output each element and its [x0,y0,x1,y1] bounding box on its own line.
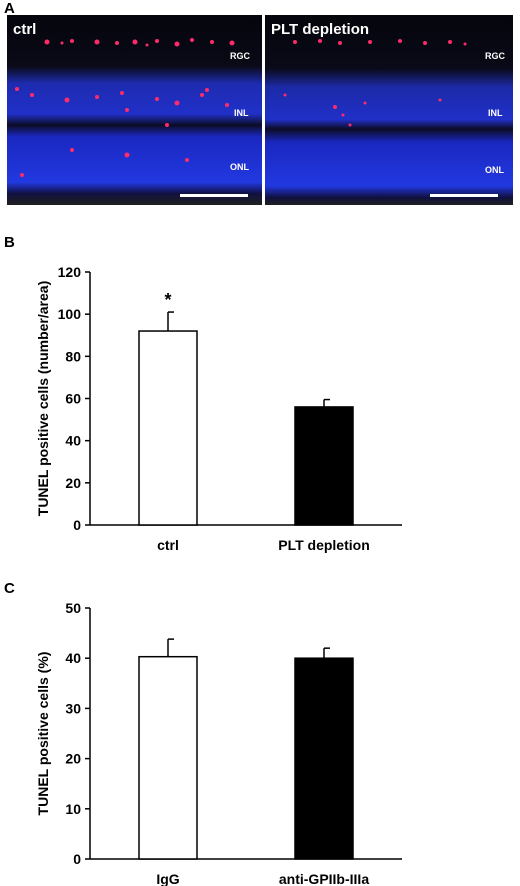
bar-plt-depletion [294,406,354,526]
y-tick-label: 40 [65,433,81,449]
chart-b: 0 20 40 60 80 100 120 TUNEL positive cells (num… [35,264,402,553]
layer-label-inl: INL [234,108,249,118]
micrograph-ctrl: ctrl RGC INL ONL [7,15,262,205]
y-axis-label: TUNEL positive cells (%) [35,652,51,816]
y-tick-label: 10 [65,801,81,817]
y-tick-label: 50 [65,600,81,616]
x-tick-label: ctrl [157,537,179,553]
y-axis-label: TUNEL positive cells (number/area) [35,281,51,516]
chart-c: 0 10 20 30 40 50 TUNEL positive cells (%) IgG an… [35,600,402,886]
micrograph-plt-depletion: PLT depletion RGC INL ONL [265,15,513,205]
micrograph-title: PLT depletion [271,21,370,38]
y-tick-label: 120 [58,264,82,280]
y-tick-label: 0 [73,851,81,867]
layer-label-rgc: RGC [485,51,505,61]
y-tick-label: 60 [65,391,81,407]
x-tick-label: IgG [156,871,179,886]
x-tick-label: PLT depletion [278,537,370,553]
y-tick-label: 80 [65,348,81,364]
bar-igg [138,655,198,860]
y-tick-label: 30 [65,700,81,716]
layer-label-onl: ONL [485,165,504,175]
y-tick-label: 20 [65,475,81,491]
micrograph-title: ctrl [13,21,37,38]
micrograph-ctrl-image [7,15,262,205]
y-tick-label: 40 [65,650,81,666]
layer-label-rgc: RGC [230,51,250,61]
panel-c-label: C [4,580,15,597]
panel-b-label: B [4,234,15,251]
x-tick-label: anti-GPIIb-IIIa [279,871,369,886]
micrograph-plt-depletion-image [265,15,513,205]
layer-label-onl: ONL [230,162,249,172]
panel-a-label: A [4,0,15,17]
y-tick-label: 100 [58,306,82,322]
significance-annotation: * [164,290,171,310]
y-tick-label: 20 [65,751,81,767]
y-tick-label: 0 [73,517,81,533]
bar-ctrl [138,330,198,526]
layer-label-inl: INL [488,108,503,118]
bar-anti-gpiib-iiia [294,657,354,860]
